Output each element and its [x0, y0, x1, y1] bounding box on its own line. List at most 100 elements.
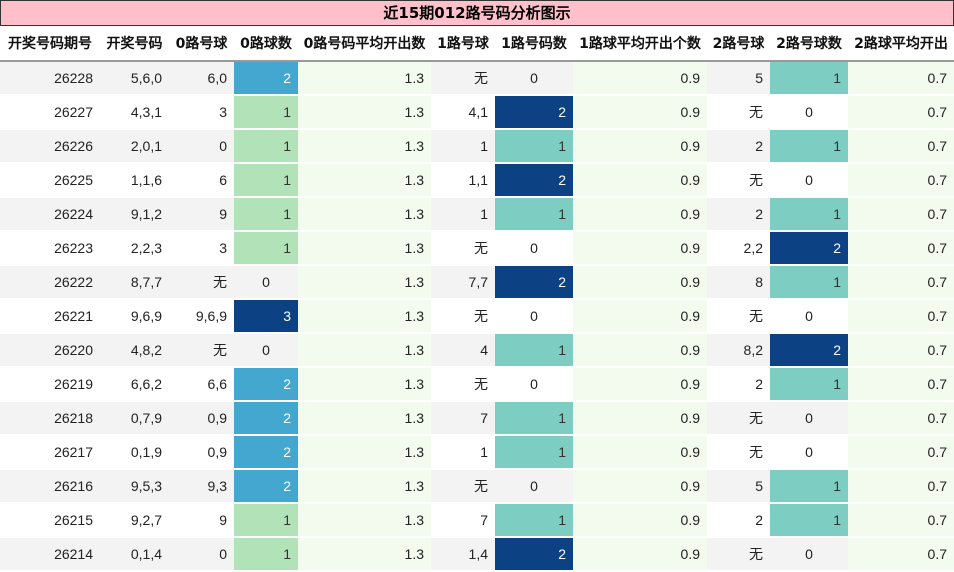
number-cell: 9,1,2 [100, 197, 169, 232]
r0-count-cell: 1 [234, 95, 298, 130]
r2-avg-cell: 0.7 [848, 401, 954, 436]
number-cell: 0,1,9 [100, 435, 169, 470]
header-r1-avg: 1路球平均开出个数 [573, 26, 707, 62]
r0-count-cell: 0 [234, 333, 298, 368]
issue-cell: 26227 [0, 95, 100, 130]
r2-count-cell: 2 [770, 333, 848, 368]
issue-cell: 26214 [0, 537, 100, 572]
table-row: 26228 5,6,0 6,0 2 1.3 无 0 0.9 5 1 0.7 [0, 61, 954, 96]
number-cell: 8,7,7 [100, 265, 169, 300]
r0-balls-cell: 0 [169, 537, 234, 572]
header-r1-balls: 1路号球 [431, 26, 495, 62]
r2-balls-cell: 8 [707, 265, 770, 300]
r1-avg-cell: 0.9 [573, 367, 707, 402]
r1-count-cell: 1 [495, 503, 573, 538]
r1-balls-cell: 无 [431, 469, 495, 504]
r0-count-cell: 2 [234, 435, 298, 470]
r1-balls-cell: 1 [431, 197, 495, 232]
r2-avg-cell: 0.7 [848, 163, 954, 198]
r1-avg-cell: 0.9 [573, 435, 707, 470]
table-row: 26219 6,6,2 6,6 2 1.3 无 0 0.9 2 1 0.7 [0, 367, 954, 402]
number-cell: 9,5,3 [100, 469, 169, 504]
number-cell: 0,1,4 [100, 537, 169, 572]
r2-count-cell: 0 [770, 537, 848, 572]
r1-balls-cell: 7,7 [431, 265, 495, 300]
analysis-table: 开奖号码期号 开奖号码 0路号球 0路球数 0路号码平均开出数 1路号球 1路号… [0, 26, 954, 572]
r2-avg-cell: 0.7 [848, 61, 954, 96]
r0-avg-cell: 1.3 [298, 299, 431, 334]
r0-count-cell: 1 [234, 197, 298, 232]
r1-balls-cell: 无 [431, 231, 495, 266]
r0-avg-cell: 1.3 [298, 61, 431, 96]
r2-balls-cell: 无 [707, 299, 770, 334]
issue-cell: 26215 [0, 503, 100, 538]
r2-count-cell: 1 [770, 469, 848, 504]
r1-avg-cell: 0.9 [573, 129, 707, 164]
r2-count-cell: 0 [770, 435, 848, 470]
table-row: 26218 0,7,9 0,9 2 1.3 7 1 0.9 无 0 0.7 [0, 401, 954, 436]
r0-avg-cell: 1.3 [298, 231, 431, 266]
r1-avg-cell: 0.9 [573, 197, 707, 232]
r1-balls-cell: 无 [431, 299, 495, 334]
header-issue: 开奖号码期号 [0, 26, 100, 62]
r0-avg-cell: 1.3 [298, 197, 431, 232]
issue-cell: 26222 [0, 265, 100, 300]
r0-avg-cell: 1.3 [298, 469, 431, 504]
r1-count-cell: 0 [495, 61, 573, 96]
header-r2-count: 2路号球数 [770, 26, 848, 62]
table-row: 26224 9,1,2 9 1 1.3 1 1 0.9 2 1 0.7 [0, 197, 954, 232]
r2-avg-cell: 0.7 [848, 537, 954, 572]
r1-avg-cell: 0.9 [573, 469, 707, 504]
number-cell: 9,2,7 [100, 503, 169, 538]
issue-cell: 26216 [0, 469, 100, 504]
r2-count-cell: 0 [770, 95, 848, 130]
issue-cell: 26224 [0, 197, 100, 232]
r2-avg-cell: 0.7 [848, 367, 954, 402]
table-row: 26220 4,8,2 无 0 1.3 4 1 0.9 8,2 2 0.7 [0, 333, 954, 368]
r2-count-cell: 1 [770, 129, 848, 164]
number-cell: 6,6,2 [100, 367, 169, 402]
r2-avg-cell: 0.7 [848, 333, 954, 368]
r0-avg-cell: 1.3 [298, 537, 431, 572]
r0-count-cell: 1 [234, 537, 298, 572]
issue-cell: 26217 [0, 435, 100, 470]
r2-avg-cell: 0.7 [848, 197, 954, 232]
r0-count-cell: 1 [234, 231, 298, 266]
r2-avg-cell: 0.7 [848, 231, 954, 266]
r0-count-cell: 2 [234, 469, 298, 504]
r1-balls-cell: 7 [431, 401, 495, 436]
r0-avg-cell: 1.3 [298, 503, 431, 538]
r2-count-cell: 0 [770, 299, 848, 334]
r2-count-cell: 1 [770, 265, 848, 300]
r1-balls-cell: 1 [431, 435, 495, 470]
r1-balls-cell: 7 [431, 503, 495, 538]
table-row: 26227 4,3,1 3 1 1.3 4,1 2 0.9 无 0 0.7 [0, 95, 954, 130]
r1-count-cell: 0 [495, 299, 573, 334]
number-cell: 1,1,6 [100, 163, 169, 198]
r2-avg-cell: 0.7 [848, 95, 954, 130]
r1-avg-cell: 0.9 [573, 401, 707, 436]
r2-balls-cell: 2 [707, 129, 770, 164]
r2-count-cell: 1 [770, 367, 848, 402]
r2-balls-cell: 2 [707, 197, 770, 232]
issue-cell: 26220 [0, 333, 100, 368]
r1-avg-cell: 0.9 [573, 231, 707, 266]
r2-balls-cell: 2 [707, 367, 770, 402]
header-r0-avg: 0路号码平均开出数 [298, 26, 431, 62]
r2-avg-cell: 0.7 [848, 435, 954, 470]
r0-avg-cell: 1.3 [298, 367, 431, 402]
issue-cell: 26219 [0, 367, 100, 402]
r2-count-cell: 0 [770, 163, 848, 198]
issue-cell: 26221 [0, 299, 100, 334]
r2-avg-cell: 0.7 [848, 265, 954, 300]
r1-count-cell: 2 [495, 163, 573, 198]
r1-balls-cell: 1,4 [431, 537, 495, 572]
r2-balls-cell: 无 [707, 163, 770, 198]
r1-avg-cell: 0.9 [573, 537, 707, 572]
r0-count-cell: 2 [234, 367, 298, 402]
r0-avg-cell: 1.3 [298, 401, 431, 436]
r0-balls-cell: 0 [169, 129, 234, 164]
issue-cell: 26218 [0, 401, 100, 436]
r1-balls-cell: 1 [431, 129, 495, 164]
header-row: 开奖号码期号 开奖号码 0路号球 0路球数 0路号码平均开出数 1路号球 1路号… [0, 26, 954, 62]
